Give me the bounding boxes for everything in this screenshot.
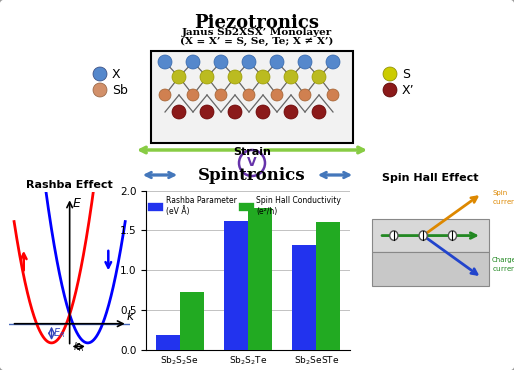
Circle shape xyxy=(159,89,171,101)
Circle shape xyxy=(256,70,270,84)
Text: Piezotronics: Piezotronics xyxy=(194,14,320,32)
Circle shape xyxy=(448,231,456,240)
Text: X: X xyxy=(112,67,121,81)
Circle shape xyxy=(419,231,427,240)
Circle shape xyxy=(390,231,398,240)
Circle shape xyxy=(228,70,242,84)
Circle shape xyxy=(215,89,227,101)
Bar xyxy=(224,221,248,350)
Text: V: V xyxy=(247,157,257,169)
Title: Rashba Effect: Rashba Effect xyxy=(26,180,113,190)
Circle shape xyxy=(158,55,172,69)
Polygon shape xyxy=(372,252,489,286)
Circle shape xyxy=(271,89,283,101)
Circle shape xyxy=(172,70,186,84)
Circle shape xyxy=(242,55,256,69)
Circle shape xyxy=(383,67,397,81)
Circle shape xyxy=(326,55,340,69)
Text: X’: X’ xyxy=(402,84,415,97)
Circle shape xyxy=(186,55,200,69)
Circle shape xyxy=(93,83,107,97)
Text: Janus Sb2XSX’ Monolayer: Janus Sb2XSX’ Monolayer xyxy=(182,28,332,37)
Text: $k$: $k$ xyxy=(126,309,136,323)
Circle shape xyxy=(172,105,186,119)
Text: Spintronics: Spintronics xyxy=(198,166,306,184)
Circle shape xyxy=(228,105,242,119)
Text: $k_R$: $k_R$ xyxy=(73,340,84,354)
Bar xyxy=(156,335,180,350)
Circle shape xyxy=(299,89,311,101)
Polygon shape xyxy=(372,219,489,252)
Bar xyxy=(316,222,340,350)
Circle shape xyxy=(200,70,214,84)
Text: Charge
current, $I_C$: Charge current, $I_C$ xyxy=(492,257,514,275)
Text: Strain: Strain xyxy=(233,147,271,157)
Text: (X = X’ = S, Se, Te; X ≠ X’): (X = X’ = S, Se, Te; X ≠ X’) xyxy=(180,37,334,46)
Bar xyxy=(180,292,204,350)
Text: $E_R$: $E_R$ xyxy=(53,326,66,340)
Text: Spin
current, $I_S$: Spin current, $I_S$ xyxy=(492,190,514,208)
Circle shape xyxy=(383,83,397,97)
FancyBboxPatch shape xyxy=(151,51,353,143)
Circle shape xyxy=(187,89,199,101)
Circle shape xyxy=(312,70,326,84)
Circle shape xyxy=(214,55,228,69)
Circle shape xyxy=(93,67,107,81)
Circle shape xyxy=(243,89,255,101)
Text: $E$: $E$ xyxy=(72,198,82,211)
Circle shape xyxy=(284,70,298,84)
Text: Sb: Sb xyxy=(112,84,128,97)
Circle shape xyxy=(327,89,339,101)
Circle shape xyxy=(298,55,312,69)
Bar xyxy=(292,245,316,350)
Circle shape xyxy=(239,150,265,176)
Circle shape xyxy=(312,105,326,119)
Circle shape xyxy=(256,105,270,119)
Text: S: S xyxy=(402,67,410,81)
Bar xyxy=(248,208,272,350)
Circle shape xyxy=(200,105,214,119)
Title: Spin Hall Effect: Spin Hall Effect xyxy=(382,173,479,183)
Circle shape xyxy=(270,55,284,69)
Circle shape xyxy=(284,105,298,119)
Legend: Rashba Parameter
(eV Å), Spin Hall Conductivity
(e²/h): Rashba Parameter (eV Å), Spin Hall Condu… xyxy=(150,194,343,218)
